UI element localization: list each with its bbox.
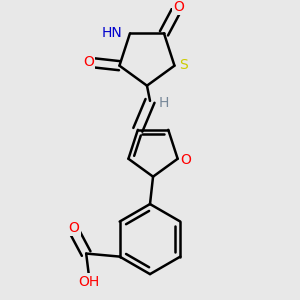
Text: O: O [83,55,94,69]
Text: H: H [158,96,169,110]
Text: O: O [68,221,80,235]
Text: OH: OH [79,274,100,289]
Text: HN: HN [102,26,122,40]
Text: S: S [178,58,188,72]
Text: O: O [173,0,184,14]
Text: O: O [180,153,191,167]
